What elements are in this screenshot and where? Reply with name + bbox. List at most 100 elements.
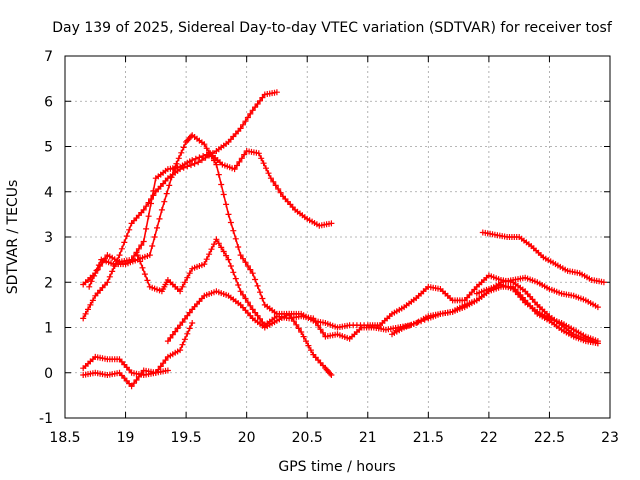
- data-point: [244, 299, 251, 306]
- y-tick-label: 6: [44, 94, 53, 110]
- data-point: [303, 338, 309, 345]
- data-point: [158, 206, 165, 213]
- data-point: [211, 157, 217, 164]
- data-point: [295, 325, 302, 332]
- data-point: [164, 367, 171, 374]
- data-point: [177, 288, 184, 295]
- data-point: [263, 165, 269, 172]
- series-s7: [164, 288, 335, 378]
- data-point: [173, 160, 180, 167]
- data-point: [145, 213, 152, 220]
- data-point: [223, 252, 230, 259]
- data-point: [161, 198, 168, 205]
- x-tick-label: 21: [359, 430, 377, 446]
- data-point: [213, 236, 220, 243]
- data-point: [131, 253, 137, 259]
- data-point: [146, 252, 153, 259]
- data-point: [192, 155, 199, 162]
- data-point: [317, 326, 324, 333]
- data-point: [220, 248, 227, 255]
- data-point: [138, 242, 145, 249]
- chart-title: Day 139 of 2025, Sidereal Day-to-day VTE…: [52, 20, 613, 36]
- data-point: [252, 276, 259, 283]
- data-point: [179, 319, 186, 326]
- data-point: [235, 244, 242, 250]
- data-point: [175, 155, 182, 162]
- series-s3: [86, 132, 601, 347]
- data-point: [232, 235, 239, 242]
- x-tick-labels: 18.5 19 19.5 20 20.5 21 21.5 22 22.5 23: [49, 430, 619, 446]
- data-point: [290, 318, 297, 325]
- data-point: [86, 283, 93, 290]
- data-point: [234, 162, 240, 169]
- data-point: [163, 190, 170, 197]
- data-point: [172, 328, 179, 335]
- data-point: [152, 369, 159, 376]
- series-s1: [80, 89, 280, 322]
- data-point: [273, 89, 280, 96]
- data-point: [230, 269, 237, 276]
- data-point: [249, 306, 256, 313]
- data-point: [160, 360, 167, 367]
- y-tick-label: 4: [44, 185, 53, 201]
- data-point: [91, 272, 98, 279]
- data-point: [134, 252, 141, 259]
- data-point: [135, 373, 142, 380]
- data-point: [259, 295, 266, 302]
- data-point: [104, 279, 111, 286]
- data-point: [242, 259, 249, 266]
- data-point: [179, 341, 186, 348]
- data-point: [143, 203, 150, 210]
- y-tick-label: 3: [44, 230, 53, 246]
- x-tick-label: 21.5: [413, 430, 444, 446]
- data-point: [232, 275, 239, 282]
- x-tick-label: 20.5: [292, 430, 323, 446]
- data-point: [118, 245, 125, 252]
- x-tick-label: 20: [238, 430, 256, 446]
- data-point: [244, 114, 251, 121]
- data-point: [260, 160, 267, 167]
- data-point: [327, 370, 334, 377]
- data-point: [208, 246, 215, 253]
- data-point: [235, 282, 242, 288]
- data-point: [177, 322, 184, 329]
- data-point: [249, 107, 256, 114]
- data-point: [181, 336, 188, 343]
- y-tick-labels: -1 0 1 2 3 4 5 6 7: [39, 49, 53, 427]
- x-tick-label: 19.5: [171, 430, 202, 446]
- data-point: [191, 160, 198, 167]
- data-point: [126, 226, 133, 233]
- data-point: [93, 267, 100, 274]
- data-point: [139, 264, 146, 271]
- data-point: [225, 256, 232, 263]
- data-point: [168, 174, 175, 181]
- data-point: [231, 166, 238, 173]
- grid: [65, 56, 610, 418]
- data-point: [320, 329, 326, 336]
- data-point: [328, 220, 335, 227]
- data-point: [257, 289, 263, 296]
- data-point: [288, 314, 295, 321]
- data-series: [80, 89, 607, 390]
- data-point: [237, 288, 244, 295]
- x-tick-label: 22: [480, 430, 498, 446]
- data-point: [270, 178, 277, 185]
- data-point: [178, 149, 185, 156]
- data-point: [267, 175, 274, 182]
- data-point: [140, 206, 147, 213]
- data-point: [249, 270, 256, 277]
- data-point: [211, 241, 217, 248]
- data-point: [594, 338, 601, 345]
- data-point: [186, 325, 193, 332]
- data-point: [215, 240, 222, 247]
- series-line: [82, 91, 278, 319]
- data-point: [135, 245, 142, 252]
- data-point: [265, 170, 272, 177]
- y-tick-label: 5: [44, 140, 53, 156]
- series-s6: [80, 320, 196, 390]
- data-point: [201, 141, 208, 148]
- data-point: [258, 155, 265, 162]
- data-point: [203, 145, 210, 152]
- data-point: [171, 166, 177, 173]
